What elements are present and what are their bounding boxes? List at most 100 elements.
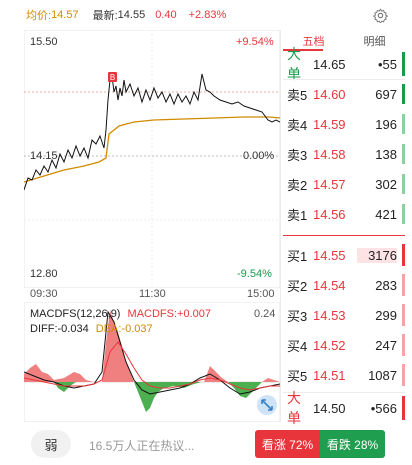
expand-icon[interactable]	[256, 394, 278, 416]
big-order-price: 14.50	[313, 400, 346, 416]
diff-value: DIFF:-0.034	[30, 323, 89, 335]
sep-bottom	[283, 392, 405, 393]
bottom-bar: 弱 16.5万人正在热议... 看涨 72% 看跌 28%	[0, 425, 412, 465]
diff-line	[24, 310, 280, 395]
avg-label: 均价:	[26, 10, 52, 22]
macd-chart[interactable]	[24, 302, 280, 422]
sell-bar	[402, 144, 405, 164]
macd-title: MACDFS(12,26,9) MACDFS:+0.007	[30, 308, 211, 320]
buy-row-3[interactable]: 买3 14.53 299	[283, 300, 405, 330]
buy-label: 买4	[287, 338, 308, 354]
buy-price: 14.52	[313, 337, 346, 353]
buy-price: 14.55	[313, 247, 346, 263]
sell-label: 卖3	[287, 147, 308, 163]
macd-name: MACDFS(12,26,9)	[30, 308, 121, 320]
weak-button[interactable]: 弱	[31, 430, 71, 458]
sell-vol: 138	[375, 146, 397, 162]
sep-top	[283, 79, 405, 80]
sell-label: 卖2	[287, 177, 308, 193]
sell-bar	[402, 84, 405, 104]
avg-value: 14.57	[51, 9, 79, 21]
sell-row-1[interactable]: 卖1 14.56 421	[283, 199, 405, 229]
buy-row-2[interactable]: 买2 14.54 283	[283, 270, 405, 300]
sell-vol: 697	[375, 86, 397, 102]
buy-marker	[108, 72, 117, 82]
big-order-sell-bar	[402, 52, 405, 76]
sell-row-4[interactable]: 卖4 14.59 196	[283, 109, 405, 139]
order-book: 五档 明细	[283, 30, 405, 52]
buy-row-5[interactable]: 买5 14.51 1087	[283, 360, 405, 390]
macd-right-value: 0.24	[254, 308, 276, 320]
buy-label: 买2	[287, 278, 308, 294]
y-bottom-label: 12.80	[30, 268, 58, 280]
active-tab-underline	[283, 49, 323, 51]
sell-vol: 302	[375, 176, 397, 192]
buy-vol: 283	[375, 277, 397, 293]
sell-price: 14.59	[313, 116, 346, 132]
avg-price-line	[24, 116, 280, 183]
sell-price: 14.58	[313, 146, 346, 162]
big-order-label: 大单	[287, 46, 301, 82]
big-order-sell[interactable]: 大单 14.65 •55	[283, 46, 405, 82]
sell-label: 卖4	[287, 117, 308, 133]
pct-bottom-label: -9.54%	[237, 268, 272, 280]
buy-row-1[interactable]: 买1 14.55 3176	[283, 240, 405, 270]
dea-value: DEA:-0.037	[95, 323, 153, 335]
buy-vol: 247	[375, 337, 397, 353]
buy-bar	[402, 334, 405, 356]
y-top-label: 15.50	[30, 36, 58, 48]
big-order-vol: •566	[370, 400, 397, 416]
y-mid-label: 14.15	[30, 150, 58, 162]
sell-price: 14.56	[313, 206, 346, 222]
dea-line	[24, 341, 280, 391]
big-order-price: 14.65	[313, 56, 346, 72]
sell-vol: 196	[375, 116, 397, 132]
buy-vol: 1087	[368, 367, 397, 383]
buy-bar	[402, 304, 405, 326]
time-mid: 11:30	[139, 288, 166, 300]
last-label: 最新:	[92, 10, 118, 22]
time-end: 15:00	[247, 288, 275, 300]
pct-top-label: +9.54%	[236, 36, 274, 48]
intraday-chart[interactable]: B	[24, 30, 280, 288]
big-order-buy[interactable]: 大单 14.50 •566	[283, 390, 405, 426]
diff-dea-line: DIFF:-0.034 DEA:-0.037	[30, 323, 153, 335]
change-pct: +2.83%	[188, 9, 227, 21]
gear-icon[interactable]	[373, 8, 388, 23]
buy-vol: 299	[375, 307, 397, 323]
book-tabs: 五档 明细	[283, 30, 405, 52]
chart-book-divider	[280, 30, 281, 422]
sell-bar	[402, 204, 405, 224]
book-divider	[283, 235, 405, 236]
big-order-label: 大单	[287, 390, 301, 426]
buy-bar	[402, 244, 405, 266]
last-value: 14.55	[117, 9, 146, 21]
sell-vol: 421	[375, 206, 397, 222]
tab-five-levels[interactable]: 五档	[302, 36, 325, 48]
pct-mid-label: 0.00%	[243, 150, 275, 162]
buy-label: 买1	[287, 248, 308, 264]
sell-bar	[402, 114, 405, 134]
tab-details[interactable]: 明细	[363, 36, 386, 48]
buy-row-4[interactable]: 买4 14.52 247	[283, 330, 405, 360]
big-order-buy-bar	[402, 396, 405, 420]
buy-price: 14.53	[313, 307, 346, 323]
bearish-button[interactable]: 看跌 28%	[320, 430, 385, 458]
time-start: 09:30	[30, 288, 58, 300]
macd-red-bars	[24, 364, 94, 382]
bullish-button[interactable]: 看涨 72%	[255, 430, 320, 458]
sell-price: 14.57	[313, 176, 346, 192]
sell-price: 14.60	[313, 86, 346, 102]
buy-bar	[402, 364, 405, 386]
buy-marker-label: B	[110, 73, 115, 82]
buy-price: 14.51	[313, 367, 346, 383]
macd-value: MACDFS:+0.007	[127, 308, 211, 320]
buy-label: 买5	[287, 368, 308, 384]
sell-row-3[interactable]: 卖3 14.58 138	[283, 139, 405, 169]
buy-bar	[402, 274, 405, 296]
sell-row-5[interactable]: 卖5 14.60 697	[283, 79, 405, 109]
quote-header: 均价: 14.57 最新: 14.55 0.40 +2.83%	[0, 0, 412, 30]
sell-label: 卖5	[287, 87, 308, 103]
discussion-text[interactable]: 16.5万人正在热议...	[89, 439, 195, 453]
sell-row-2[interactable]: 卖2 14.57 302	[283, 169, 405, 199]
